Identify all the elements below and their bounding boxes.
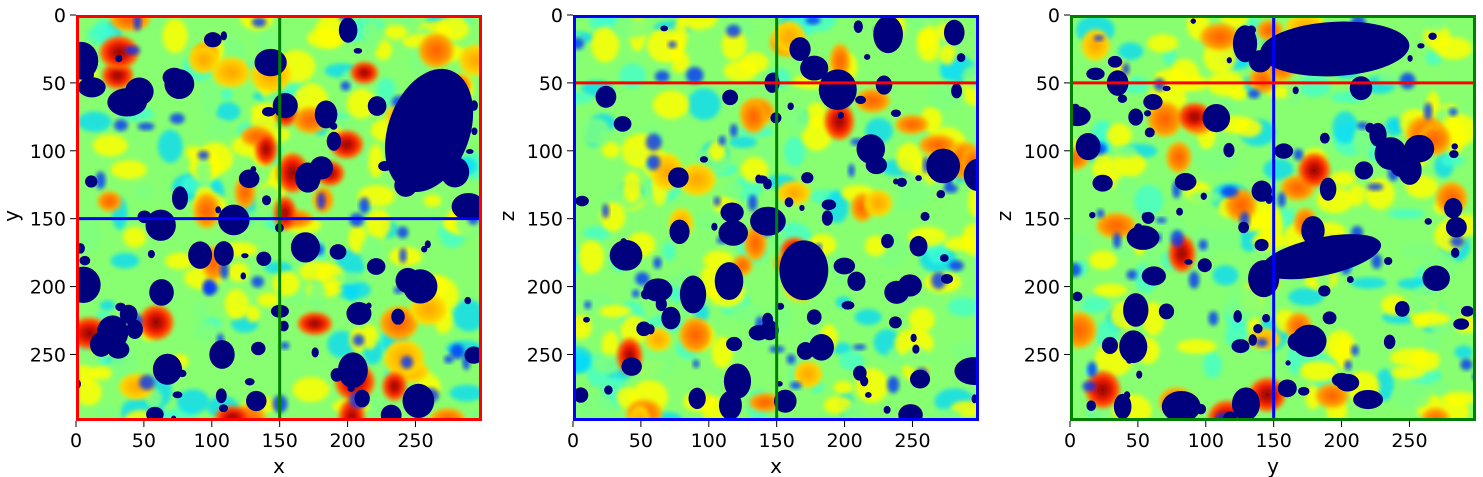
y-tick-label: 200 <box>527 277 563 299</box>
x-tick-label: 50 <box>629 430 653 452</box>
y-axis-title: z <box>992 211 1016 222</box>
x-tick-label: 150 <box>262 430 298 452</box>
y-tick-label: 100 <box>30 141 66 163</box>
y-tick-label: 50 <box>539 73 563 95</box>
panel-frame-1 <box>76 15 482 421</box>
x-tick-label: 0 <box>1064 430 1076 452</box>
y-axis-title: z <box>495 211 519 222</box>
heatmap-image-1 <box>76 15 482 421</box>
y-tick-label: 0 <box>1048 5 1060 27</box>
y-tick-label: 0 <box>54 5 66 27</box>
y-tick-label: 0 <box>551 5 563 27</box>
y-tick-label: 150 <box>527 209 563 231</box>
x-tick-label: 50 <box>1126 430 1150 452</box>
y-tick-label: 200 <box>30 277 66 299</box>
y-tick-label: 100 <box>1024 141 1060 163</box>
x-tick-label: 100 <box>194 430 230 452</box>
y-axis-title: y <box>0 210 23 222</box>
x-tick-label: 200 <box>329 430 365 452</box>
x-tick-label: 0 <box>70 430 82 452</box>
x-axis-title: y <box>1267 454 1279 477</box>
x-tick-label: 50 <box>132 430 156 452</box>
x-tick-label: 100 <box>1188 430 1224 452</box>
x-tick-label: 150 <box>759 430 795 452</box>
y-tick-label: 250 <box>30 344 66 366</box>
y-tick-label: 50 <box>1036 73 1060 95</box>
y-tick-label: 150 <box>1024 209 1060 231</box>
x-tick-label: 200 <box>826 430 862 452</box>
heatmap-image-2 <box>573 15 979 421</box>
y-tick-label: 100 <box>527 141 563 163</box>
x-tick-label: 250 <box>397 430 433 452</box>
x-axis-title: x <box>273 454 285 477</box>
x-tick-label: 250 <box>894 430 930 452</box>
panel-frame-3 <box>1070 15 1476 421</box>
y-tick-label: 250 <box>1024 344 1060 366</box>
x-axis-title: x <box>770 454 782 477</box>
heatmap-image-3 <box>1070 15 1476 421</box>
y-tick-label: 250 <box>527 344 563 366</box>
y-tick-label: 200 <box>1024 277 1060 299</box>
x-tick-label: 150 <box>1256 430 1292 452</box>
x-tick-label: 0 <box>567 430 579 452</box>
x-tick-label: 200 <box>1323 430 1359 452</box>
panel-frame-2 <box>573 15 979 421</box>
x-tick-label: 250 <box>1391 430 1427 452</box>
x-tick-label: 100 <box>691 430 727 452</box>
y-tick-label: 50 <box>42 73 66 95</box>
y-tick-label: 150 <box>30 209 66 231</box>
